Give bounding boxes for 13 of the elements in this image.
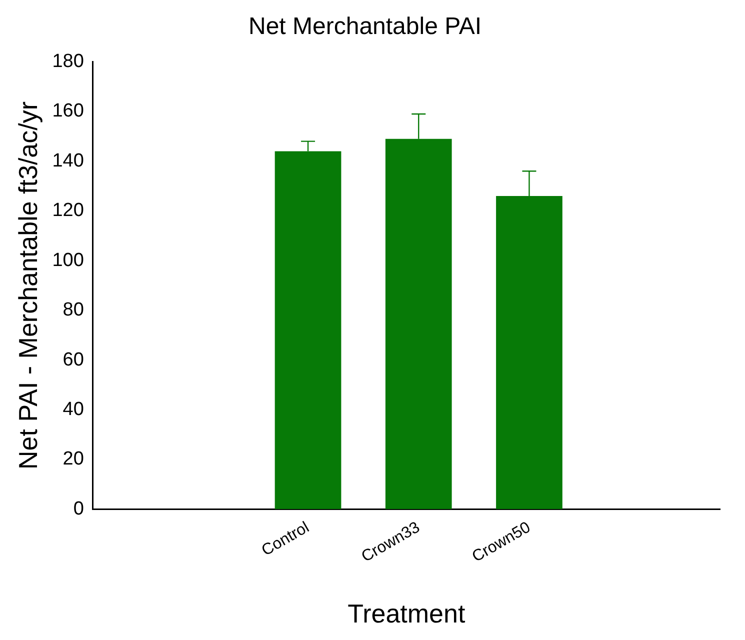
y-tick-label: 140	[52, 150, 84, 172]
x-axis-title: Treatment	[348, 598, 466, 629]
y-tick-label: 60	[62, 349, 84, 370]
y-tick-label: 80	[62, 300, 84, 321]
y-axis-title: Net PAI - Merchantable ft3/ac/yr	[12, 101, 43, 470]
y-tick-label: 0	[73, 498, 84, 520]
chart-title: Net Merchantable PAI	[248, 13, 482, 40]
y-tick-label: 180	[52, 51, 84, 72]
y-tick-label: 100	[52, 250, 84, 271]
y-tick-label: 20	[62, 448, 84, 470]
y-tick-label: 120	[52, 200, 84, 222]
y-tick-label: 40	[62, 398, 84, 420]
y-tick-label: 160	[52, 100, 84, 122]
